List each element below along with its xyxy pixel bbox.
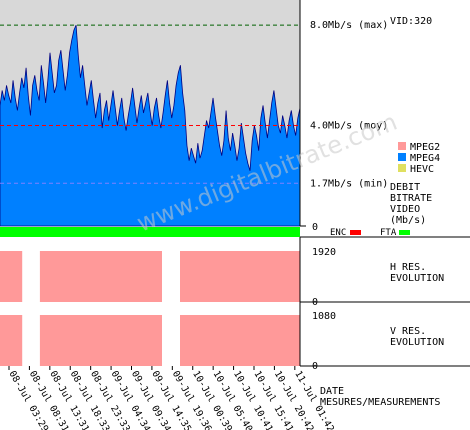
bitrate-axis-title-line-3: VIDEO (390, 204, 420, 215)
v-res-top-label: 1080 (312, 311, 336, 322)
fta-status-bar (0, 227, 300, 237)
legend-swatch-mpeg4 (398, 153, 406, 161)
fta-swatch (399, 230, 410, 235)
h-res-zero-label: 0 (312, 297, 318, 308)
enc-swatch (350, 230, 361, 235)
v-res-zero-label: 0 (312, 361, 318, 372)
codec-legend: MPEG2 MPEG4 HEVC (398, 142, 440, 175)
bitrate-axis-title-line-2: BITRATE (390, 193, 432, 204)
h-res-segment (0, 251, 23, 302)
h-res-title-line-2: EVOLUTION (390, 273, 444, 284)
enc-label: ENC (330, 228, 346, 238)
fta-label: FTA (380, 228, 397, 238)
max-bitrate-label: 8.0Mb/s (max) (310, 20, 388, 31)
legend-swatch-mpeg2 (398, 142, 406, 150)
vid-label: VID:320 (390, 16, 432, 27)
h-res-series (0, 251, 300, 302)
min-bitrate-label: 1.7Mb/s (min) (310, 178, 388, 189)
bitrate-axis-title: DEBIT BITRATE VIDEO (Mb/s) (390, 182, 432, 226)
bitrate-axis-title-line-1: DEBIT (390, 182, 420, 193)
v-res-segment (0, 315, 23, 366)
h-res-top-label: 1920 (312, 247, 336, 258)
bitrate-zero-label: 0 (312, 222, 318, 233)
v-res-series (0, 315, 300, 366)
legend-label-mpeg4: MPEG4 (410, 153, 440, 164)
legend-label-hevc: HEVC (410, 164, 434, 175)
legend-label-mpeg2: MPEG2 (410, 142, 440, 153)
v-res-segment (180, 315, 300, 366)
h-res-segment (39, 251, 162, 302)
average-bitrate-label: 4.0Mb/s (moy) (310, 121, 388, 132)
legend-swatch-hevc (398, 164, 406, 172)
x-axis-title-line-1: DATE (320, 386, 344, 397)
h-res-title-line-1: H RES. (390, 262, 426, 273)
bitrate-axis-title-line-4: (Mb/s) (390, 215, 426, 226)
h-res-segment (180, 251, 300, 302)
v-res-title-line-1: V RES. (390, 326, 426, 337)
x-axis-title-line-2: MESURES/MEASUREMENTS (320, 397, 440, 408)
v-res-segment (39, 315, 162, 366)
v-res-title-line-2: EVOLUTION (390, 337, 444, 348)
